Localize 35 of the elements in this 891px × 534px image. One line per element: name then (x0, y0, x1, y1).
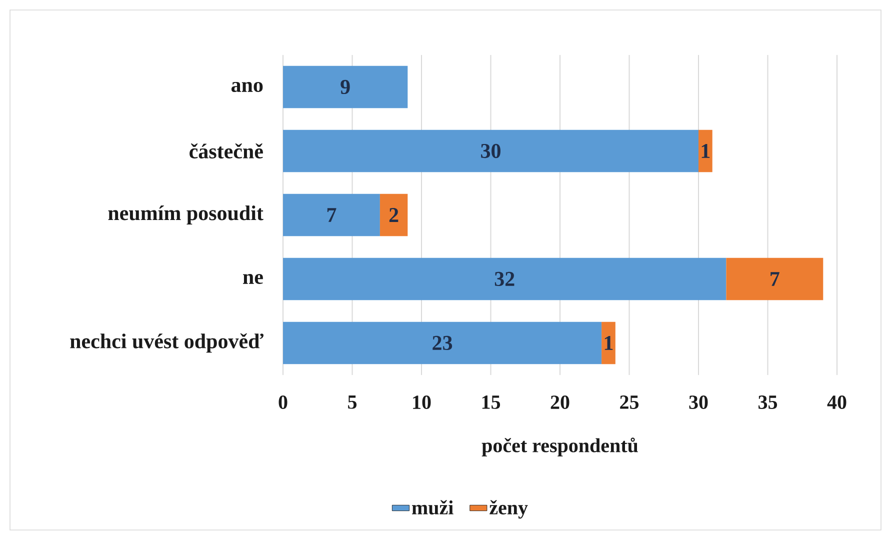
bar (283, 258, 726, 300)
x-tick-label: 40 (827, 396, 846, 410)
x-axis-title: počet respondentů (482, 438, 638, 456)
data-label: 30 (481, 144, 500, 158)
bar (726, 258, 824, 300)
legend-label: ženy (490, 500, 528, 519)
x-tick-label: 15 (482, 396, 500, 409)
legend-label: muži (412, 500, 454, 515)
data-label: 2 (389, 208, 398, 222)
data-label: 1 (702, 144, 710, 158)
bar (283, 130, 698, 172)
data-label: 7 (327, 208, 336, 222)
x-tick-label: 10 (413, 396, 431, 410)
data-label: 9 (340, 80, 350, 94)
x-tick-label: 30 (689, 396, 708, 410)
bar (283, 194, 380, 236)
y-tick-label: částečně (190, 143, 263, 158)
data-label: 1 (604, 336, 613, 350)
x-tick-label: 35 (758, 396, 778, 409)
x-tick-label: 25 (620, 396, 639, 409)
y-tick-label: ano (231, 82, 263, 92)
y-tick-label: ne (243, 274, 263, 284)
bar (698, 130, 712, 172)
data-label: 32 (494, 272, 514, 286)
bar (602, 322, 616, 364)
data-label: 23 (432, 336, 452, 350)
y-tick-label: nechci uvést odpověď (70, 333, 264, 353)
x-tick-label: 5 (348, 396, 357, 409)
bar (283, 322, 602, 364)
x-tick-label: 0 (278, 396, 288, 410)
x-tick-label: 20 (550, 396, 570, 410)
data-label: 7 (770, 272, 780, 286)
bar (283, 66, 408, 108)
bar (380, 194, 408, 236)
y-tick-label: neumím posoudit (108, 205, 264, 225)
